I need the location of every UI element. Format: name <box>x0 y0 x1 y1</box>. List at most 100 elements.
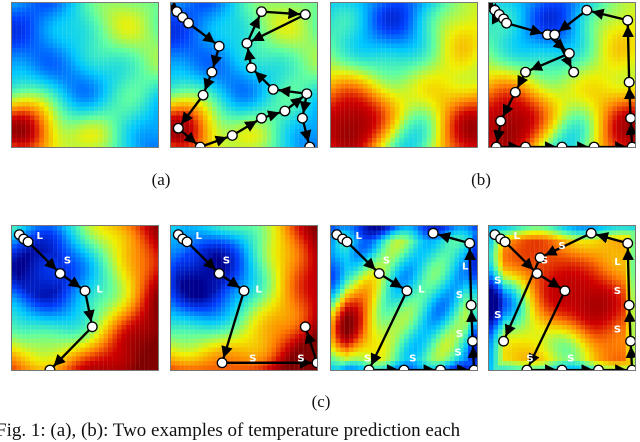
heatmap-cell <box>253 53 258 58</box>
heatmap-cell <box>44 84 49 89</box>
heatmap-cell <box>409 71 414 76</box>
heatmap-cell <box>239 93 244 98</box>
heatmap-cell <box>468 98 473 103</box>
heatmap-cell <box>312 80 317 85</box>
heatmap-cell <box>103 80 108 85</box>
heatmap-cell <box>381 111 386 116</box>
heatmap-cell <box>436 21 441 26</box>
heatmap-cell <box>445 21 450 26</box>
heatmap-cell <box>12 39 17 44</box>
heatmap-cell <box>71 361 76 366</box>
heatmap-cell <box>62 107 67 112</box>
heatmap-cell <box>117 44 122 49</box>
heatmap-cell <box>276 120 281 125</box>
heatmap-cell <box>294 21 299 26</box>
heatmap-cell <box>226 75 231 80</box>
heatmap-cell <box>285 39 290 44</box>
heatmap-cell <box>180 89 185 94</box>
heatmap-cell <box>422 120 427 125</box>
heatmap-cell <box>153 71 158 76</box>
heatmap-cell <box>126 44 131 49</box>
heatmap-cell <box>108 276 113 281</box>
heatmap-cell <box>140 143 145 148</box>
heatmap-cell <box>253 111 258 116</box>
heatmap-cell <box>294 57 299 62</box>
heatmap-cell <box>548 44 553 49</box>
heatmap-cell <box>450 12 455 17</box>
heatmap-cell <box>117 321 122 326</box>
heatmap-cell <box>131 93 136 98</box>
heatmap-cell <box>472 12 477 17</box>
heatmap-cell <box>594 75 599 80</box>
heatmap-cell <box>567 80 572 85</box>
heatmap-cell <box>612 93 617 98</box>
heatmap-cell <box>276 44 281 49</box>
heatmap-cell <box>198 125 203 130</box>
heatmap-cell <box>244 80 249 85</box>
heatmap-cell <box>140 120 145 125</box>
heatmap-cell <box>594 134 599 139</box>
heatmap-cell <box>489 93 494 98</box>
heatmap-cell <box>12 276 17 281</box>
heatmap-cell <box>153 98 158 103</box>
heatmap-cell <box>71 30 76 35</box>
heatmap-cell <box>221 84 226 89</box>
heatmap-cell <box>226 98 231 103</box>
heatmap-cell <box>126 249 131 254</box>
heatmap-cell <box>80 53 85 58</box>
heatmap-cell <box>122 339 127 344</box>
heatmap-cell <box>153 134 158 139</box>
heatmap-cell <box>544 138 549 143</box>
heatmap-cell <box>194 120 199 125</box>
heatmap-cell <box>90 244 95 249</box>
heatmap-cell <box>189 71 194 76</box>
heatmap-cell <box>53 75 58 80</box>
heatmap-cell <box>276 116 281 121</box>
heatmap-cell <box>171 143 176 148</box>
heatmap-cell <box>30 3 35 8</box>
heatmap-cell <box>39 129 44 134</box>
heatmap-cell <box>135 39 140 44</box>
heatmap-cell <box>281 3 286 8</box>
heatmap-cell <box>494 66 499 71</box>
heatmap-cell <box>299 48 304 53</box>
heatmap-cell <box>67 80 72 85</box>
heatmap-cell <box>594 129 599 134</box>
heatmap-cell <box>30 357 35 362</box>
heatmap-cell <box>12 303 17 308</box>
heatmap-cell <box>122 231 127 236</box>
heatmap-cell <box>58 125 63 130</box>
heatmap-cell <box>94 12 99 17</box>
heatmap-cell <box>198 134 203 139</box>
heatmap-cell <box>58 21 63 26</box>
heatmap-cell <box>103 339 108 344</box>
heatmap-cell <box>548 66 553 71</box>
heatmap-cell <box>539 102 544 107</box>
heatmap-cell <box>221 98 226 103</box>
heatmap-cell <box>108 48 113 53</box>
heatmap-cell <box>557 75 562 80</box>
heatmap-cell <box>17 129 22 134</box>
heatmap-cell <box>336 53 341 58</box>
heatmap-cell <box>436 98 441 103</box>
heatmap-cell <box>404 35 409 40</box>
heatmap-cell <box>76 312 81 317</box>
heatmap-cell <box>122 312 127 317</box>
heatmap-cell <box>30 98 35 103</box>
heatmap-cell <box>368 111 373 116</box>
heatmap-cell <box>422 129 427 134</box>
heatmap-cell <box>30 8 35 13</box>
heatmap-cell <box>185 143 190 148</box>
heatmap-cell <box>503 75 508 80</box>
heatmap-cell <box>463 134 468 139</box>
heatmap-cell <box>345 17 350 22</box>
heatmap-cell <box>290 44 295 49</box>
heatmap-cell <box>135 134 140 139</box>
heatmap-cell <box>276 80 281 85</box>
heatmap-cell <box>468 120 473 125</box>
heatmap-cell <box>589 62 594 67</box>
heatmap-cell <box>276 57 281 62</box>
heatmap-cell <box>117 120 122 125</box>
heatmap-cell <box>459 3 464 8</box>
heatmap-cell <box>530 12 535 17</box>
